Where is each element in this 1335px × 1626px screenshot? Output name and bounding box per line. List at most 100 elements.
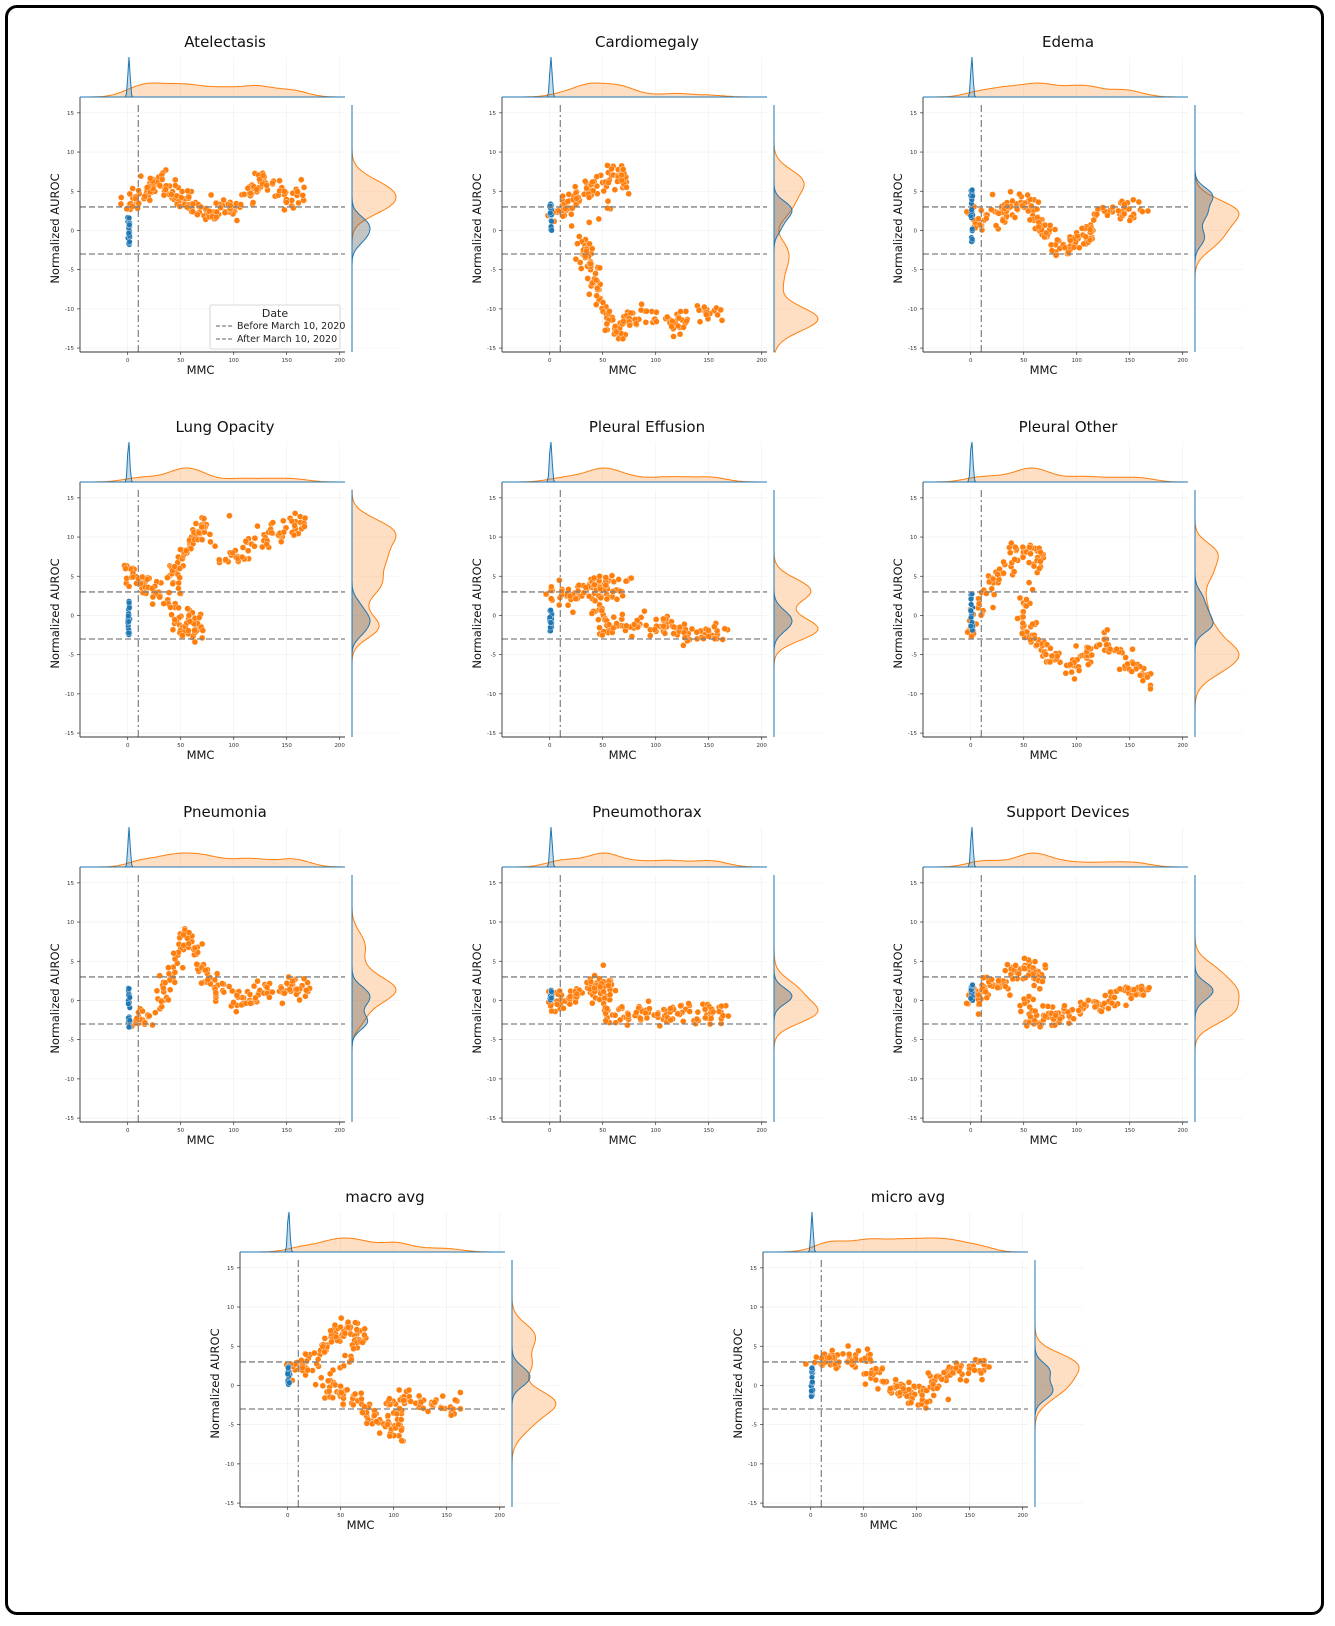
- point-after: [593, 301, 600, 308]
- point-after: [185, 627, 192, 634]
- point-after: [680, 642, 687, 649]
- point-after: [681, 621, 688, 628]
- y-tick-label: -15: [65, 346, 74, 352]
- point-after: [1144, 207, 1152, 215]
- point-after: [587, 978, 595, 985]
- x-tick-label: 200: [756, 1128, 767, 1134]
- x-tick-label: 50: [1020, 358, 1027, 364]
- point-after: [1010, 568, 1018, 575]
- point-after: [239, 544, 247, 551]
- x-tick-label: 0: [126, 743, 130, 749]
- point-after: [1042, 961, 1049, 969]
- point-after: [866, 1356, 874, 1363]
- point-after: [892, 1376, 899, 1383]
- point-after: [594, 284, 601, 292]
- x-tick-label: 50: [599, 743, 606, 749]
- x-tick-label: 100: [388, 1513, 399, 1519]
- point-after: [1000, 558, 1007, 566]
- x-tick-label: 100: [1071, 1128, 1082, 1134]
- x-axis-label: MMC: [1030, 1133, 1058, 1147]
- y-tick-label: 5: [914, 189, 918, 195]
- right-kde-before: [351, 105, 371, 352]
- point-after: [156, 972, 163, 979]
- y-tick-label: -5: [912, 653, 918, 659]
- point-after: [693, 629, 700, 636]
- point-after: [813, 1353, 820, 1361]
- y-tick-label: 0: [493, 998, 497, 1004]
- point-after: [611, 1012, 619, 1019]
- point-after: [1027, 550, 1034, 557]
- point-after: [862, 1380, 869, 1388]
- point-after: [591, 984, 598, 992]
- point-after: [185, 612, 193, 619]
- point-after: [632, 320, 640, 327]
- point-after: [125, 583, 133, 590]
- point-after: [395, 1421, 402, 1428]
- point-after: [565, 191, 572, 198]
- point-after: [602, 574, 609, 581]
- x-tick-label: 100: [228, 743, 239, 749]
- point-after: [663, 313, 671, 321]
- point-after: [249, 199, 257, 206]
- point-after: [431, 1399, 438, 1406]
- point-after: [572, 183, 579, 190]
- point-after: [596, 585, 604, 593]
- point-after: [328, 1338, 335, 1346]
- point-after: [156, 182, 163, 189]
- point-after: [438, 1405, 445, 1412]
- x-tick-label: 200: [334, 743, 345, 749]
- point-after: [359, 1409, 366, 1416]
- point-after: [338, 1389, 345, 1396]
- point-after: [384, 1421, 391, 1428]
- point-after: [301, 514, 309, 522]
- point-after: [198, 979, 205, 987]
- point-after: [587, 260, 594, 268]
- point-after: [589, 1000, 596, 1007]
- point-after: [1026, 216, 1034, 224]
- chart-title: Lung Opacity: [175, 418, 274, 436]
- point-after: [266, 994, 273, 1001]
- point-after: [153, 987, 161, 994]
- point-after: [281, 188, 288, 195]
- x-tick-label: 150: [1124, 743, 1135, 749]
- y-tick-label: 0: [71, 998, 75, 1004]
- point-after: [589, 178, 596, 186]
- y-tick-label: 10: [910, 150, 917, 156]
- point-after: [198, 523, 205, 531]
- point-after: [417, 1398, 425, 1406]
- point-after: [1019, 554, 1027, 561]
- point-after: [148, 585, 156, 592]
- point-after: [192, 520, 200, 527]
- point-after: [977, 1357, 984, 1365]
- point-before: [125, 613, 132, 619]
- point-after: [319, 1382, 327, 1389]
- x-tick-label: 50: [860, 1513, 867, 1519]
- point-before: [967, 623, 974, 630]
- point-after: [601, 994, 608, 1002]
- y-tick-label: -10: [908, 692, 917, 698]
- x-tick-label: 100: [1071, 358, 1082, 364]
- point-after: [603, 1005, 611, 1012]
- point-after: [983, 215, 990, 222]
- y-tick-label: -5: [491, 1038, 497, 1044]
- point-after: [242, 538, 250, 545]
- point-after: [149, 600, 156, 608]
- point-after: [654, 1011, 661, 1018]
- point-after: [451, 1396, 459, 1404]
- y-tick-label: -5: [491, 268, 497, 274]
- point-after: [117, 200, 125, 208]
- chart-title: Pneumonia: [183, 803, 267, 821]
- point-after: [1075, 1007, 1082, 1014]
- point-after: [608, 165, 615, 173]
- point-after: [1016, 594, 1024, 602]
- point-after: [207, 538, 214, 546]
- x-tick-label: 200: [1177, 1128, 1188, 1134]
- point-after: [1129, 646, 1136, 653]
- point-after: [1029, 586, 1036, 593]
- point-after: [887, 1385, 894, 1392]
- x-axis-label: MMC: [870, 1518, 898, 1532]
- point-after: [547, 595, 555, 602]
- point-after: [283, 199, 290, 206]
